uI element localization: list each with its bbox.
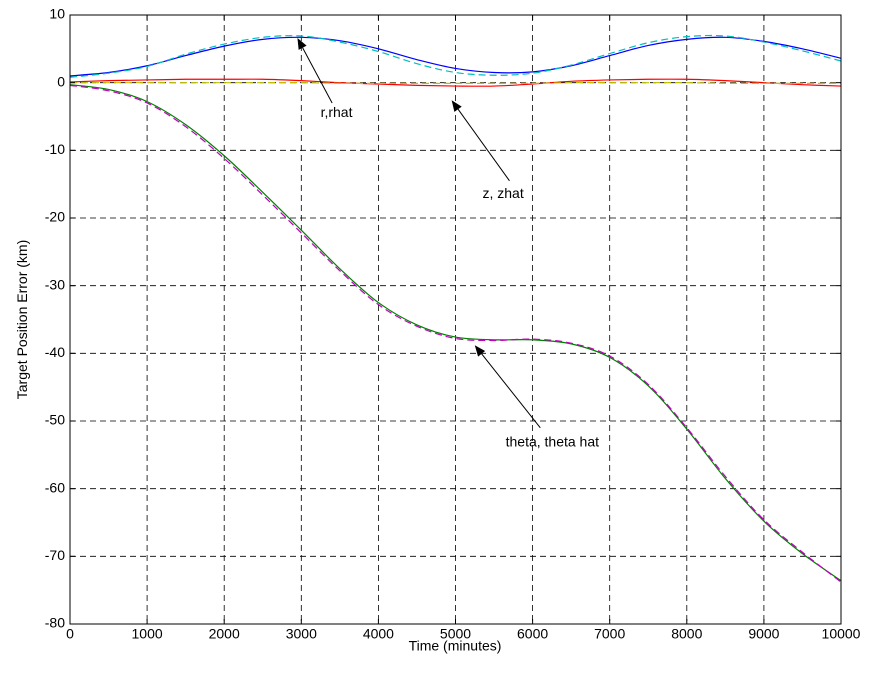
x-tick-label: 4000 [363, 625, 394, 641]
y-axis-label: Target Position Error (km) [14, 240, 30, 399]
annotation-label-2: z, zhat [482, 185, 523, 201]
series-line-1 [69, 36, 842, 77]
y-tick-label: -70 [45, 547, 65, 563]
x-tick-label: 0 [66, 625, 74, 641]
x-tick-label: 8000 [671, 625, 702, 641]
y-tick-label: -50 [45, 412, 65, 428]
x-axis-label: Time (minutes) [409, 637, 502, 653]
annotation-label-3: theta, theta hat [506, 433, 600, 449]
y-tick-label: 0 [57, 73, 65, 89]
y-tick-label: -20 [45, 209, 65, 225]
series-line-5 [69, 84, 842, 582]
x-tick-label: 7000 [594, 625, 625, 641]
y-tick-label: 10 [49, 6, 65, 22]
annotation-arrowhead [297, 38, 307, 50]
y-tick-label: -10 [45, 141, 65, 157]
x-tick-label: 5000 [440, 625, 471, 641]
series-line-3 [69, 78, 842, 87]
x-tick-label: 2000 [209, 625, 240, 641]
x-tick-label: 9000 [748, 625, 779, 641]
ticks: 0 1000 2000 3000 4000 5000 6000 7000 8000 9000 100… [45, 6, 861, 642]
y-tick-label: -60 [45, 479, 65, 495]
annotation-arrow-line [481, 353, 541, 429]
grid [70, 15, 841, 624]
annotations: r,rhat z, zhat theta, theta hat [297, 38, 599, 449]
y-tick-label: -40 [45, 344, 65, 360]
series-line-4 [70, 82, 841, 84]
x-tick-label: 3000 [286, 625, 317, 641]
annotation-arrowhead [474, 345, 486, 357]
annotation-arrowhead [451, 100, 462, 112]
x-tick-label: 1000 [132, 625, 163, 641]
x-tick-label: 10000 [822, 625, 861, 641]
annotation-arrow-line [457, 108, 510, 182]
annotation-label-1: r,rhat [321, 104, 353, 120]
y-tick-label: -80 [45, 615, 65, 631]
y-tick-label: -30 [45, 276, 65, 292]
series-layer [69, 34, 842, 583]
x-tick-label: 6000 [517, 625, 548, 641]
annotation-arrow-line [302, 47, 333, 104]
